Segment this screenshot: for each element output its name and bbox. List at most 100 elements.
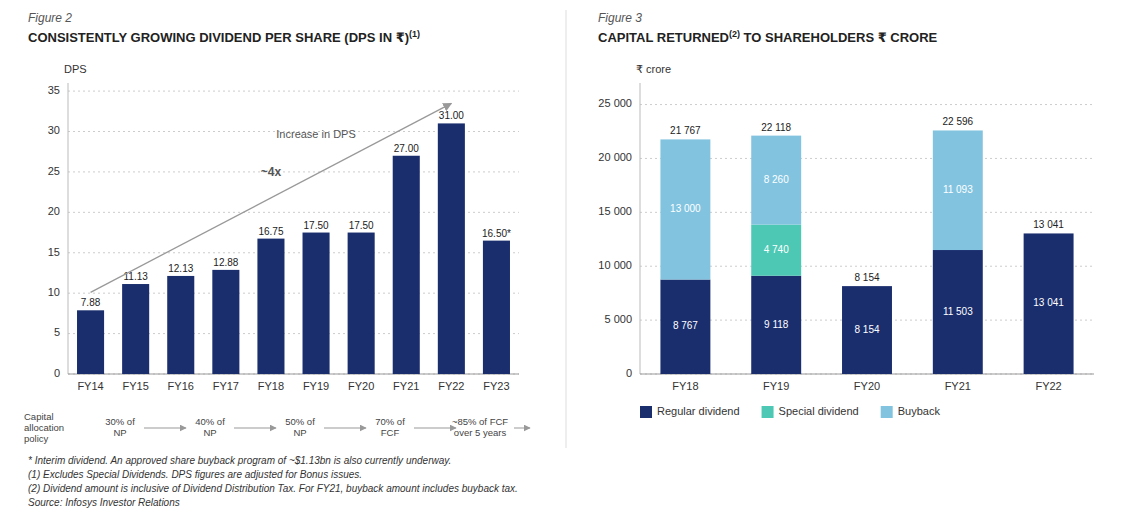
y-tick-label: 30 [48,124,60,136]
y-tick-label: 20 [48,205,60,217]
background [0,0,1128,520]
bar-segment [751,276,801,374]
footnote: (1) Excludes Special Dividends. DPS figu… [28,469,362,480]
data-label: 13 000 [670,203,701,214]
y-tick-label: 15 000 [598,205,632,217]
divider [566,10,567,448]
grid-line [640,104,1094,105]
bar-segment [842,286,892,287]
data-label: 11 503 [943,306,973,317]
title-superscript: (2) [729,29,740,39]
bar [393,156,420,374]
bar-segment [751,225,801,276]
data-label: 8 260 [764,174,789,185]
bar [483,241,510,374]
bar-segment [842,286,892,374]
text-line: 30% of [105,416,135,427]
bar [438,123,465,374]
x-tick-label: FY19 [763,380,789,392]
x-tick-label: FY18 [258,380,284,392]
grid [68,91,519,374]
x-tick-label: FY15 [123,380,149,392]
x-tick-label: FY19 [303,380,329,392]
data-label: 9 118 [764,319,789,330]
bar [167,276,194,374]
legend-entry: Special dividend [779,405,859,417]
policy-arrow [144,428,186,429]
y-tick-label: 5 [54,326,60,338]
data-label: 12.88 [213,257,238,268]
bar-segment [933,130,983,250]
data-labels: 8 7679 1188 15411 50313 0414 74013 0008 … [670,116,1064,334]
bar-segment [1024,233,1074,374]
total-label: 13 041 [1033,219,1064,230]
data-label: 17.50 [304,220,329,231]
text-line: NP [293,427,306,438]
text-line: 40% of [195,416,225,427]
y-tick-label: 10 [48,286,60,298]
data-label: 7.88 [81,297,101,308]
x-tick-label: FY21 [945,380,971,392]
y-tick-label: 5 000 [604,313,632,325]
bar-segment [751,136,801,225]
data-label: 16.75 [258,226,283,237]
footnote: Source: Infosys Investor Relations [28,497,180,508]
text-line: ~85% of FCF [452,416,508,427]
text-line: 70% of [375,416,405,427]
policy-arrow [234,428,276,429]
bar-segment [1024,233,1074,234]
x-tick-label: FY17 [213,380,239,392]
y-tick-label: 0 [54,367,60,379]
data-label: 8 154 [854,324,879,335]
total-label: 22 118 [761,122,791,133]
grid-line [68,91,519,92]
total-label: 21 767 [670,125,701,136]
data-label: 16.50* [482,228,511,239]
policy-label: Capitalallocationpolicy [24,411,64,444]
annotation: ~4x [261,165,282,179]
text-line: FCF [381,427,400,438]
legend-swatch [762,406,774,418]
y-tick-label: 25 000 [598,97,632,109]
policy-step: 30% ofNP [105,416,135,438]
bars [77,123,510,374]
policy-step: 50% ofNP [285,416,315,438]
data-label: 13 041 [1033,297,1064,308]
data-label: 17.50 [349,220,374,231]
policy-arrow [414,428,456,429]
footnote: * Interim dividend. An approved share bu… [28,455,451,466]
title-main: CAPITAL RETURNED [598,30,729,45]
policy-arrow [324,428,366,429]
y-axis-line [68,83,69,374]
title-main: CONSISTENTLY GROWING DIVIDEND PER SHARE … [28,30,409,45]
policy-step: 70% ofFCF [375,416,405,438]
title: CONSISTENTLY GROWING DIVIDEND PER SHARE … [28,29,420,45]
annotation: Increase in DPS [276,128,355,140]
text-line: 50% of [285,416,315,427]
x-tick-label: FY16 [168,380,194,392]
y-tick-label: 35 [48,84,60,96]
bar [303,233,330,374]
y-tick-label: 15 [48,246,60,258]
data-label: 27.00 [394,143,419,154]
title-superscript: (1) [409,29,420,39]
grid [640,105,1094,374]
y-tick-label: 0 [626,367,632,379]
legend-entry: Regular dividend [657,405,740,417]
bar [122,284,149,374]
bar-segment [660,139,710,279]
title-rest: TO SHAREHOLDERS ₹ CRORE [740,30,938,45]
data-label: 8 767 [673,320,698,331]
text-line: NP [113,427,126,438]
policy-step: ~85% of FCFover 5 years [452,416,508,438]
x-tick-label: FY18 [672,380,698,392]
policy-arrow [514,428,530,429]
y-axis-label: DPS [64,63,87,75]
bar-segment [1024,233,1074,234]
y-tick-label: 20 000 [598,151,632,163]
title: CAPITAL RETURNED(2) TO SHAREHOLDERS ₹ CR… [598,29,938,45]
y-axis-label: ₹ crore [636,63,671,75]
total-label: 8 154 [854,272,879,283]
bar [212,270,239,374]
x-tick-label: FY22 [438,380,464,392]
